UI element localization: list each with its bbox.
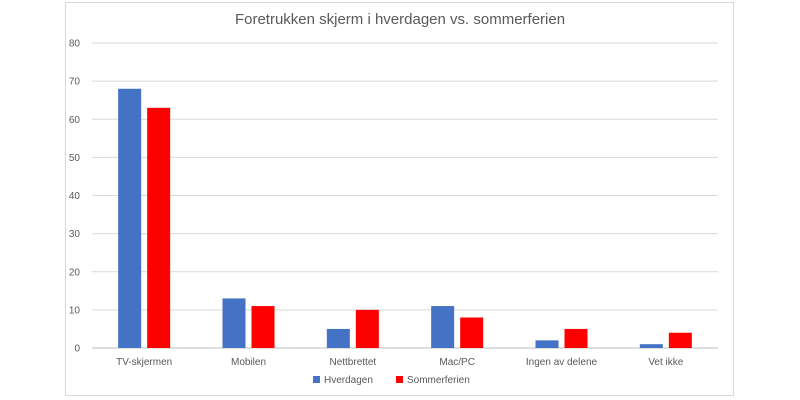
bar-sommerferien-3: [355, 309, 379, 348]
bar-sommerferien-4: [460, 317, 484, 348]
legend-swatch-hverdagen: [313, 376, 320, 383]
chart-title: Foretrukken skjerm i hverdagen vs. somme…: [235, 11, 565, 28]
x-tick-label: Vet ikke: [648, 357, 683, 368]
bar-sommerferien-5: [564, 328, 588, 348]
bar-hverdagen-5: [535, 340, 559, 348]
legend: Hverdagen Sommerferien: [313, 375, 470, 386]
y-tick-label: 70: [69, 77, 81, 88]
bar-hverdagen-3: [326, 328, 350, 348]
y-tick-label: 40: [69, 191, 81, 202]
x-tick-label: Mobilen: [231, 357, 266, 368]
y-tick-label: 50: [69, 153, 81, 164]
chart-frame: [65, 2, 734, 396]
bar-hverdagen-6: [639, 344, 663, 348]
bar-sommerferien-2: [251, 306, 275, 348]
y-tick-label: 60: [69, 115, 81, 126]
y-tick-label: 30: [69, 229, 81, 240]
legend-label-sommerferien: Sommerferien: [407, 375, 470, 386]
x-tick-label: Mac/PC: [439, 357, 475, 368]
y-tick-label: 80: [69, 39, 81, 50]
legend-swatch-sommerferien: [396, 376, 403, 383]
x-tick-label: Ingen av delene: [526, 357, 598, 368]
gridlines: [92, 42, 718, 349]
bar-sommerferien-6: [668, 332, 692, 348]
bar-hverdagen-2: [222, 298, 246, 348]
y-tick-label: 10: [69, 305, 81, 316]
y-tick-label: 0: [74, 344, 80, 355]
x-tick-label: TV-skjermen: [116, 357, 172, 368]
bar-hverdagen-4: [431, 306, 455, 348]
y-tick-label: 20: [69, 267, 81, 278]
x-axis-ticks: TV-skjermen Mobilen Nettbrettet Mac/PC Ingen…: [116, 357, 684, 368]
bar-sommerferien-1: [147, 107, 171, 348]
legend-label-hverdagen: Hverdagen: [324, 375, 373, 386]
y-axis-ticks: 0 10 20 30 40 50 60 70 80: [69, 39, 81, 355]
bars: [118, 88, 692, 348]
x-tick-label: Nettbrettet: [329, 357, 376, 368]
bar-hverdagen-1: [118, 88, 142, 348]
